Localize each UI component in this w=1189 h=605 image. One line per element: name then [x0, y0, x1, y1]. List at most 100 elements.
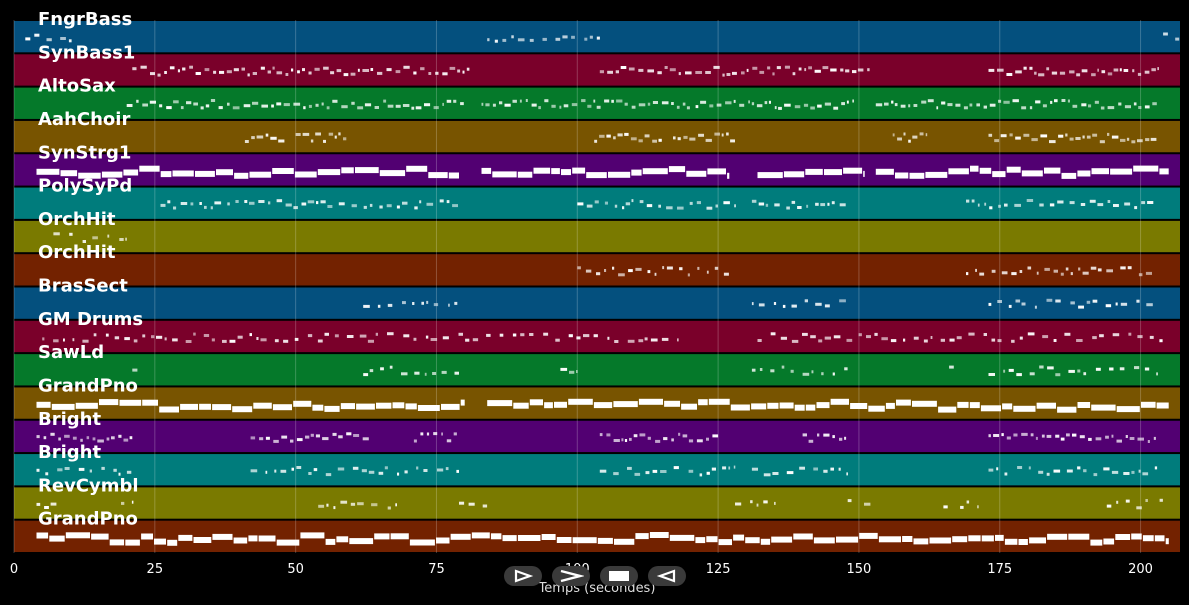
note [650, 338, 658, 342]
note [1083, 469, 1087, 473]
note [492, 103, 496, 107]
note [685, 71, 692, 75]
note [758, 202, 765, 206]
note [660, 470, 667, 473]
note [353, 434, 360, 437]
note [988, 133, 993, 137]
note [460, 102, 464, 106]
note [1156, 372, 1158, 376]
note [276, 539, 300, 546]
note [435, 71, 439, 75]
note [1095, 437, 1102, 441]
note [456, 469, 459, 473]
note [50, 432, 55, 436]
note [383, 99, 387, 103]
note [1099, 334, 1104, 338]
note [1156, 402, 1169, 409]
forward-button[interactable] [552, 566, 590, 586]
note [1101, 70, 1106, 74]
note [794, 105, 801, 109]
note [947, 103, 953, 107]
note [644, 134, 650, 138]
stop-button[interactable] [600, 566, 638, 586]
note [1035, 436, 1038, 440]
note [1035, 100, 1041, 104]
note [1154, 535, 1165, 542]
note [1118, 102, 1122, 106]
note [689, 201, 693, 205]
note [1061, 99, 1066, 102]
play-outline-button[interactable] [504, 566, 542, 586]
note [511, 35, 514, 39]
x-tick-label: 200 [1128, 562, 1153, 577]
note [631, 199, 634, 203]
note [504, 103, 511, 107]
note [1069, 137, 1074, 141]
track-band [14, 420, 1180, 453]
note [1111, 470, 1119, 474]
note [779, 402, 794, 409]
note [107, 234, 110, 238]
note [411, 106, 415, 110]
note [268, 201, 271, 205]
note [336, 69, 342, 73]
note [750, 500, 753, 504]
note [617, 133, 623, 137]
note [250, 469, 258, 473]
note [597, 537, 613, 544]
note [326, 503, 329, 507]
note [125, 237, 127, 241]
note [981, 535, 994, 542]
note [430, 338, 438, 341]
note [977, 505, 979, 509]
note [446, 200, 450, 204]
note [160, 171, 172, 178]
note [638, 103, 646, 107]
note [274, 339, 279, 343]
note [913, 538, 929, 545]
note [611, 99, 614, 103]
note [1124, 105, 1131, 109]
note [151, 335, 155, 339]
note [340, 500, 348, 504]
note [709, 104, 714, 108]
note [412, 302, 415, 305]
note [395, 70, 401, 74]
note [132, 67, 137, 71]
note [1042, 104, 1047, 108]
note [696, 201, 701, 205]
note [403, 65, 410, 69]
note [1000, 134, 1007, 138]
note [621, 438, 624, 442]
note [966, 272, 969, 276]
note [270, 136, 277, 140]
note [604, 99, 610, 103]
note [1021, 170, 1043, 177]
note [639, 433, 646, 437]
note [252, 72, 257, 75]
note [823, 433, 830, 437]
note [1097, 203, 1104, 207]
note [1112, 333, 1120, 337]
note [222, 339, 227, 343]
note [786, 206, 790, 210]
note [180, 106, 184, 110]
note [723, 272, 729, 276]
note [647, 270, 651, 274]
note [424, 372, 427, 376]
note [1131, 140, 1136, 144]
note [599, 433, 603, 437]
track-band [14, 354, 1180, 386]
rewind-button[interactable] [648, 566, 686, 586]
note [1015, 136, 1021, 140]
note [706, 471, 710, 475]
note [314, 67, 320, 71]
note [302, 68, 305, 72]
note [359, 334, 367, 338]
note [1157, 67, 1159, 71]
note [836, 536, 859, 543]
note [256, 337, 259, 340]
note [1034, 71, 1037, 75]
note [93, 333, 97, 337]
note [433, 432, 438, 436]
